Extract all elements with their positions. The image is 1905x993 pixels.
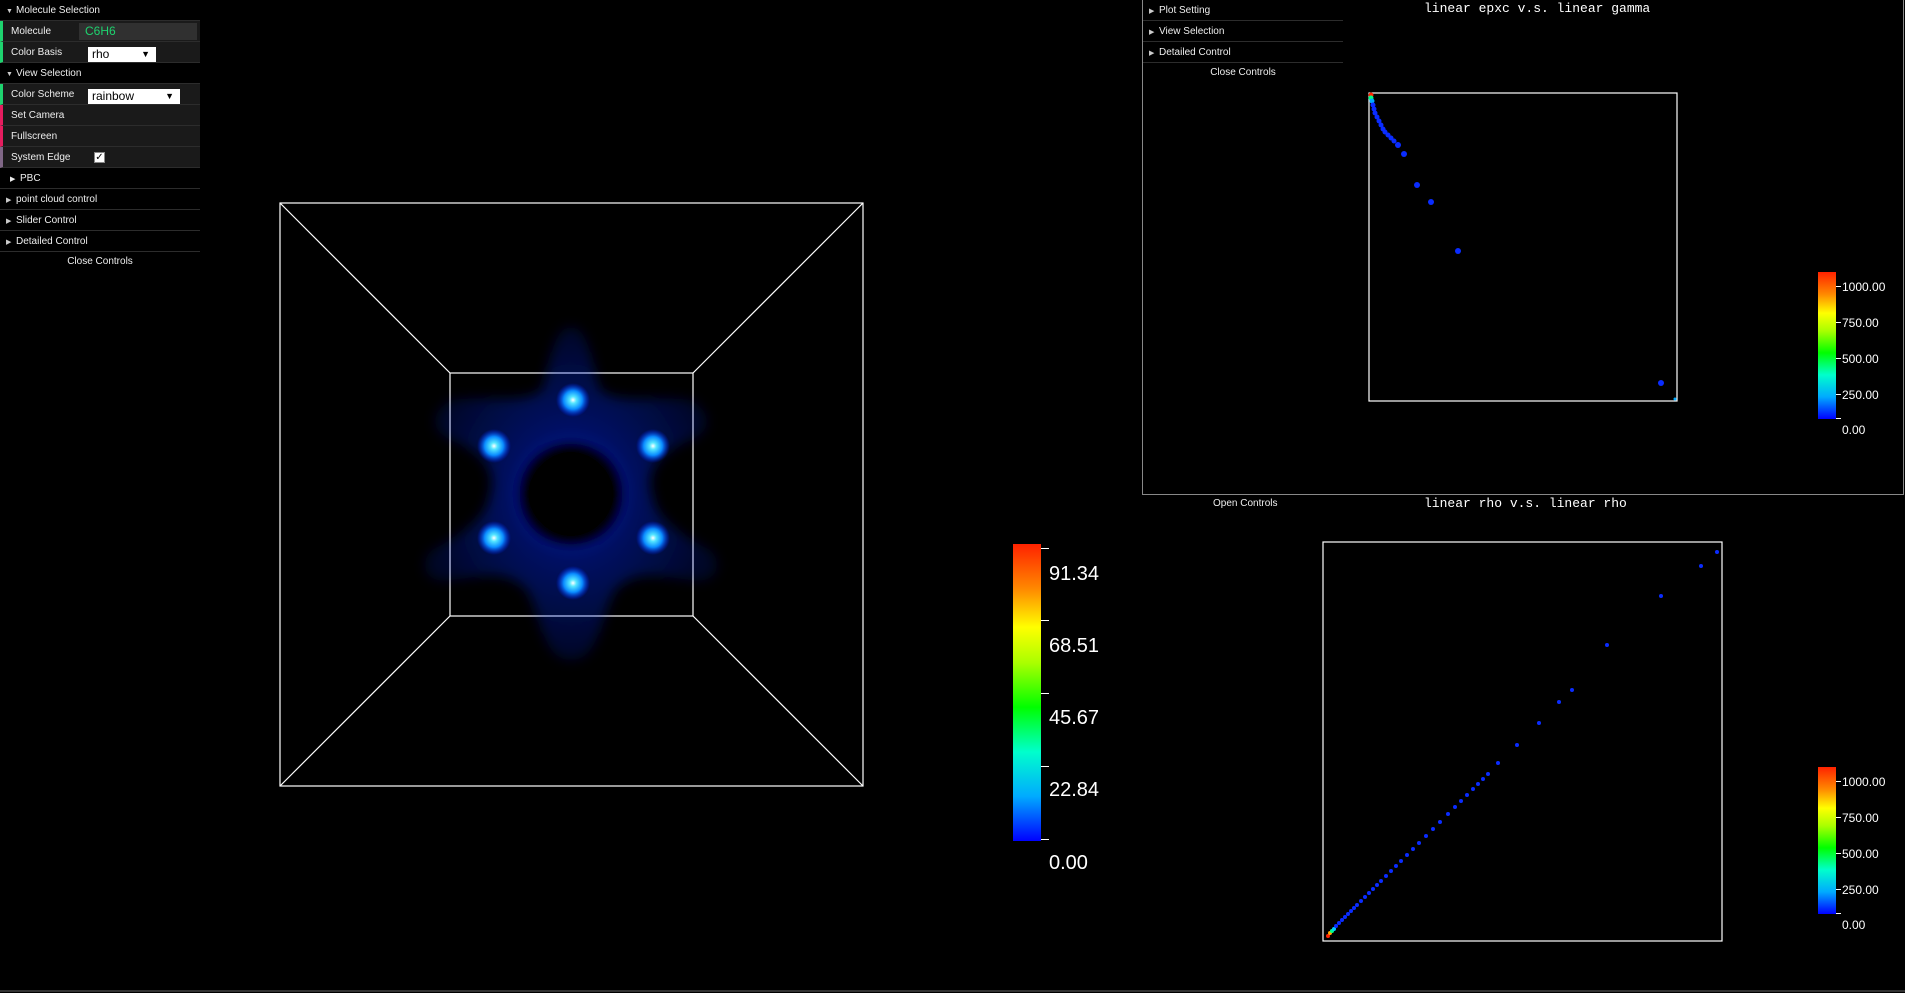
dropdown-caret-icon: ▼ [165, 91, 174, 101]
dropdown-caret-icon: ▼ [141, 49, 150, 59]
atom [556, 566, 590, 600]
folder-detailed-control[interactable]: ▶ Detailed Control [0, 231, 200, 252]
system-edge-row: System Edge ✓ [0, 147, 200, 168]
molecule-row: Molecule C6H6 [0, 21, 200, 42]
bottom-divider [0, 990, 1905, 992]
colorbar-tick [1836, 913, 1841, 914]
folder-molecule-selection[interactable]: ▼ Molecule Selection [0, 0, 200, 21]
colorbar-tick [1836, 889, 1841, 890]
plot2-axes-box [1322, 541, 1723, 942]
colorbar-label: 500.00 [1842, 352, 1879, 366]
colorbar-label-max: 1000.00 [1842, 775, 1886, 789]
colorbar-tick [1836, 394, 1841, 395]
folder-view-selection[interactable]: ▼ View Selection [0, 63, 200, 84]
colorbar-label: 750.00 [1842, 811, 1879, 825]
density-cloud [424, 327, 718, 660]
colorbar-label: 45.67 [1049, 707, 1100, 729]
chevron-right-icon: ▶ [1149, 29, 1155, 36]
colorbar-tick [1041, 839, 1049, 840]
plot2-points [1326, 550, 1719, 938]
chevron-down-icon: ▼ [6, 8, 13, 15]
colorbar-tick [1836, 358, 1841, 359]
close-controls-button[interactable]: Close Controls [0, 252, 200, 272]
chevron-right-icon: ▶ [1149, 8, 1155, 15]
colorbar-tick [1041, 620, 1049, 621]
chevron-down-icon: ▼ [6, 71, 13, 78]
colorbar-tick [1836, 322, 1841, 323]
colorbar-label: 68.51 [1049, 635, 1100, 657]
colorbar-tick [1836, 781, 1841, 782]
colorbar-tick [1836, 418, 1841, 419]
folder-view-selection[interactable]: ▶ View Selection [1143, 21, 1343, 42]
colorbar-label: 250.00 [1842, 883, 1879, 897]
folder-slider-control[interactable]: ▶ Slider Control [0, 210, 200, 231]
colorbar-tick [1836, 853, 1841, 854]
molecule-label: Molecule [11, 26, 52, 37]
colorbar-tick [1041, 548, 1049, 549]
colorbar-label: 750.00 [1842, 316, 1879, 330]
atoms [477, 383, 670, 600]
colorbar-label-min: 0.00 [1049, 852, 1088, 874]
colorbar-tick [1041, 693, 1049, 694]
colorbar-label: 500.00 [1842, 847, 1879, 861]
plot1-frame [1142, 0, 1904, 495]
colorbar-label-max: 91.34 [1049, 563, 1100, 585]
atom [477, 429, 511, 463]
close-controls-button[interactable]: Close Controls [1143, 63, 1343, 83]
colorbar-label: 22.84 [1049, 779, 1100, 801]
colorbar-label: 250.00 [1842, 388, 1879, 402]
folder-pbc[interactable]: ▶ PBC [0, 168, 200, 189]
fullscreen-button[interactable]: Fullscreen [0, 126, 200, 147]
main-colorbar-gradient [1013, 544, 1041, 841]
atom [636, 429, 670, 463]
system-edge-checkbox[interactable]: ✓ [94, 152, 105, 163]
folder-point-cloud-control[interactable]: ▶ point cloud control [0, 189, 200, 210]
color-scheme-select[interactable]: rainbow ▼ [88, 89, 180, 104]
plot2-scatter[interactable] [1321, 540, 1724, 944]
plot1-points [1368, 92, 1677, 401]
chevron-right-icon: ▶ [6, 197, 12, 204]
colorbar-label-min: 0.00 [1842, 918, 1866, 932]
chevron-right-icon: ▶ [6, 239, 12, 246]
color-basis-row: Color Basis rho ▼ [0, 42, 200, 63]
colorbar-tick [1836, 817, 1841, 818]
plot1-title: linear epxc v.s. linear gamma [1424, 1, 1651, 16]
atom [477, 521, 511, 555]
colorbar-tick [1041, 766, 1049, 767]
color-scheme-label: Color Scheme [11, 89, 75, 100]
colorbar-tick [1836, 286, 1841, 287]
molecule-input[interactable]: C6H6 [79, 23, 197, 40]
color-basis-label: Color Basis [11, 47, 63, 58]
main-controls-panel: ▼ Molecule Selection Molecule C6H6 Color … [0, 0, 200, 272]
folder-plot-setting[interactable]: ▶ Plot Setting [1143, 0, 1343, 21]
color-basis-select[interactable]: rho ▼ [88, 47, 156, 62]
atom [636, 521, 670, 555]
plot2-title: linear rho v.s. linear rho [1424, 496, 1627, 511]
colorbar-label-min: 0.00 [1842, 423, 1866, 437]
plot1-colorbar-gradient [1818, 272, 1836, 419]
plot1-axes-box [1368, 92, 1678, 402]
plot1-scatter[interactable] [1366, 91, 1680, 402]
color-scheme-row: Color Scheme rainbow ▼ [0, 84, 200, 105]
colorbar-label-max: 1000.00 [1842, 280, 1886, 294]
chevron-right-icon: ▶ [6, 218, 12, 225]
chevron-right-icon: ▶ [1149, 50, 1155, 57]
molecule-3d-view[interactable] [270, 195, 880, 795]
folder-detailed-control[interactable]: ▶ Detailed Control [1143, 42, 1343, 63]
plot2-colorbar-gradient [1818, 767, 1836, 914]
atom [556, 383, 590, 417]
plot1-controls-panel: ▶ Plot Setting ▶ View Selection ▶ Detailed … [1143, 0, 1343, 83]
system-edge-label: System Edge [11, 152, 71, 163]
chevron-right-icon: ▶ [10, 176, 16, 183]
set-camera-button[interactable]: Set Camera [0, 105, 200, 126]
open-controls-button[interactable]: Open Controls [1213, 498, 1278, 509]
